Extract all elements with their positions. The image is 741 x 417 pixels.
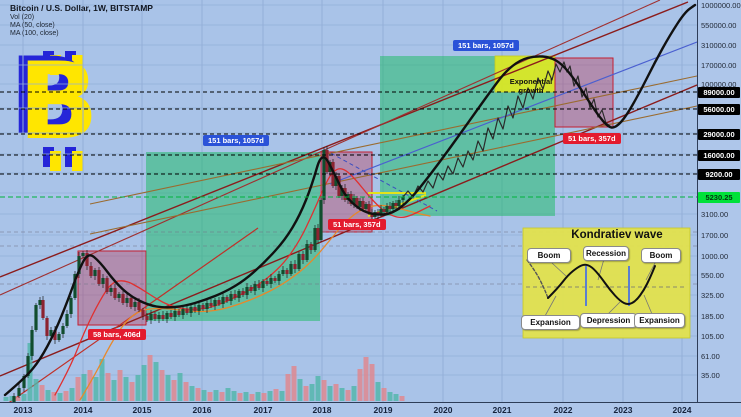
indicator-ma50[interactable]: MA (50, close): [10, 22, 55, 29]
bitcoin-logo[interactable]: B: [14, 40, 132, 177]
time-axis-year: 2016: [192, 405, 212, 415]
price-axis-tick: 1700.00: [701, 231, 729, 240]
chart-legend: Bitcoin / U.S. Dollar, 1W, BITSTAMP Vol …: [10, 3, 153, 37]
last-price-label[interactable]: 5230.25: [698, 191, 740, 203]
price-axis-tick: 1000000.00: [701, 1, 741, 10]
price-level-label[interactable]: 56000.00: [698, 103, 740, 115]
bars-range-label-blue[interactable]: 151 bars, 1057d: [203, 135, 269, 146]
time-axis-year: 2017: [253, 405, 273, 415]
green-cycle-box[interactable]: [146, 152, 320, 321]
pink-cycle-box[interactable]: [77, 250, 147, 326]
kondratiev-phase-boom[interactable]: Boom: [527, 248, 571, 263]
price-axis-tick: 1000.00: [701, 252, 729, 261]
symbol-title[interactable]: Bitcoin / U.S. Dollar, 1W, BITSTAMP: [10, 3, 153, 13]
kondratiev-phase-expansion[interactable]: Expansion: [634, 313, 685, 328]
price-axis[interactable]: [697, 0, 741, 417]
time-axis-year: 2019: [373, 405, 393, 415]
price-axis-tick: 170000.00: [701, 61, 737, 70]
time-axis-year: 2018: [312, 405, 332, 415]
bars-range-label-red[interactable]: 58 bars, 406d: [88, 329, 146, 340]
time-axis-year: 2021: [492, 405, 512, 415]
price-axis-tick: 61.00: [701, 352, 720, 361]
kondratiev-phase-boom[interactable]: Boom: [641, 248, 681, 263]
price-axis-tick: 105.00: [701, 332, 724, 341]
indicator-volume[interactable]: Vol (20): [10, 14, 35, 21]
price-level-label[interactable]: 29000.00: [698, 128, 740, 140]
indicator-ma100[interactable]: MA (100, close): [10, 30, 59, 37]
price-axis-tick: 35.00: [701, 371, 720, 380]
kondratiev-phase-depression[interactable]: Depression: [580, 313, 637, 328]
time-axis-year: 2013: [13, 405, 33, 415]
volume-bars: [3, 343, 405, 401]
price-axis-tick: 550000.00: [701, 21, 737, 30]
time-axis-year: 2015: [132, 405, 152, 415]
price-axis-tick: 325.00: [701, 291, 724, 300]
kondratiev-phase-expansion[interactable]: Expansion: [521, 315, 580, 330]
bars-range-label-red[interactable]: 51 bars, 357d: [328, 219, 386, 230]
price-candles: [12, 146, 405, 406]
time-axis-year: 2022: [553, 405, 573, 415]
bars-range-label-red[interactable]: 51 bars, 357d: [563, 133, 621, 144]
kondratiev-phase-recession[interactable]: Recession: [583, 246, 629, 261]
time-axis-year: 2024: [672, 405, 692, 415]
exponential-growth-label[interactable]: Exponential growth: [498, 77, 564, 95]
time-axis-year: 2020: [433, 405, 453, 415]
moving-averages: [54, 168, 431, 401]
price-axis-tick: 100000.00: [701, 80, 737, 89]
bars-range-label-blue[interactable]: 151 bars, 1057d: [453, 40, 519, 51]
exponential-growth-line2: growth: [518, 85, 544, 95]
bitcoin-logo-b: B: [18, 40, 99, 163]
price-level-label[interactable]: 9200.00: [698, 168, 740, 180]
time-axis-year: 2023: [613, 405, 633, 415]
kondratiev-wave-title: Kondratiev wave: [571, 229, 663, 241]
price-axis-tick: 310000.00: [701, 41, 737, 50]
price-level-label[interactable]: 16000.00: [698, 149, 740, 161]
price-level-label[interactable]: 89000.00: [698, 86, 740, 98]
price-axis-tick: 3100.00: [701, 210, 729, 219]
cycle-boxes[interactable]: [77, 55, 614, 326]
time-axis-year: 2014: [73, 405, 93, 415]
price-axis-tick: 185.00: [701, 312, 724, 321]
price-axis-tick: 550.00: [701, 271, 724, 280]
